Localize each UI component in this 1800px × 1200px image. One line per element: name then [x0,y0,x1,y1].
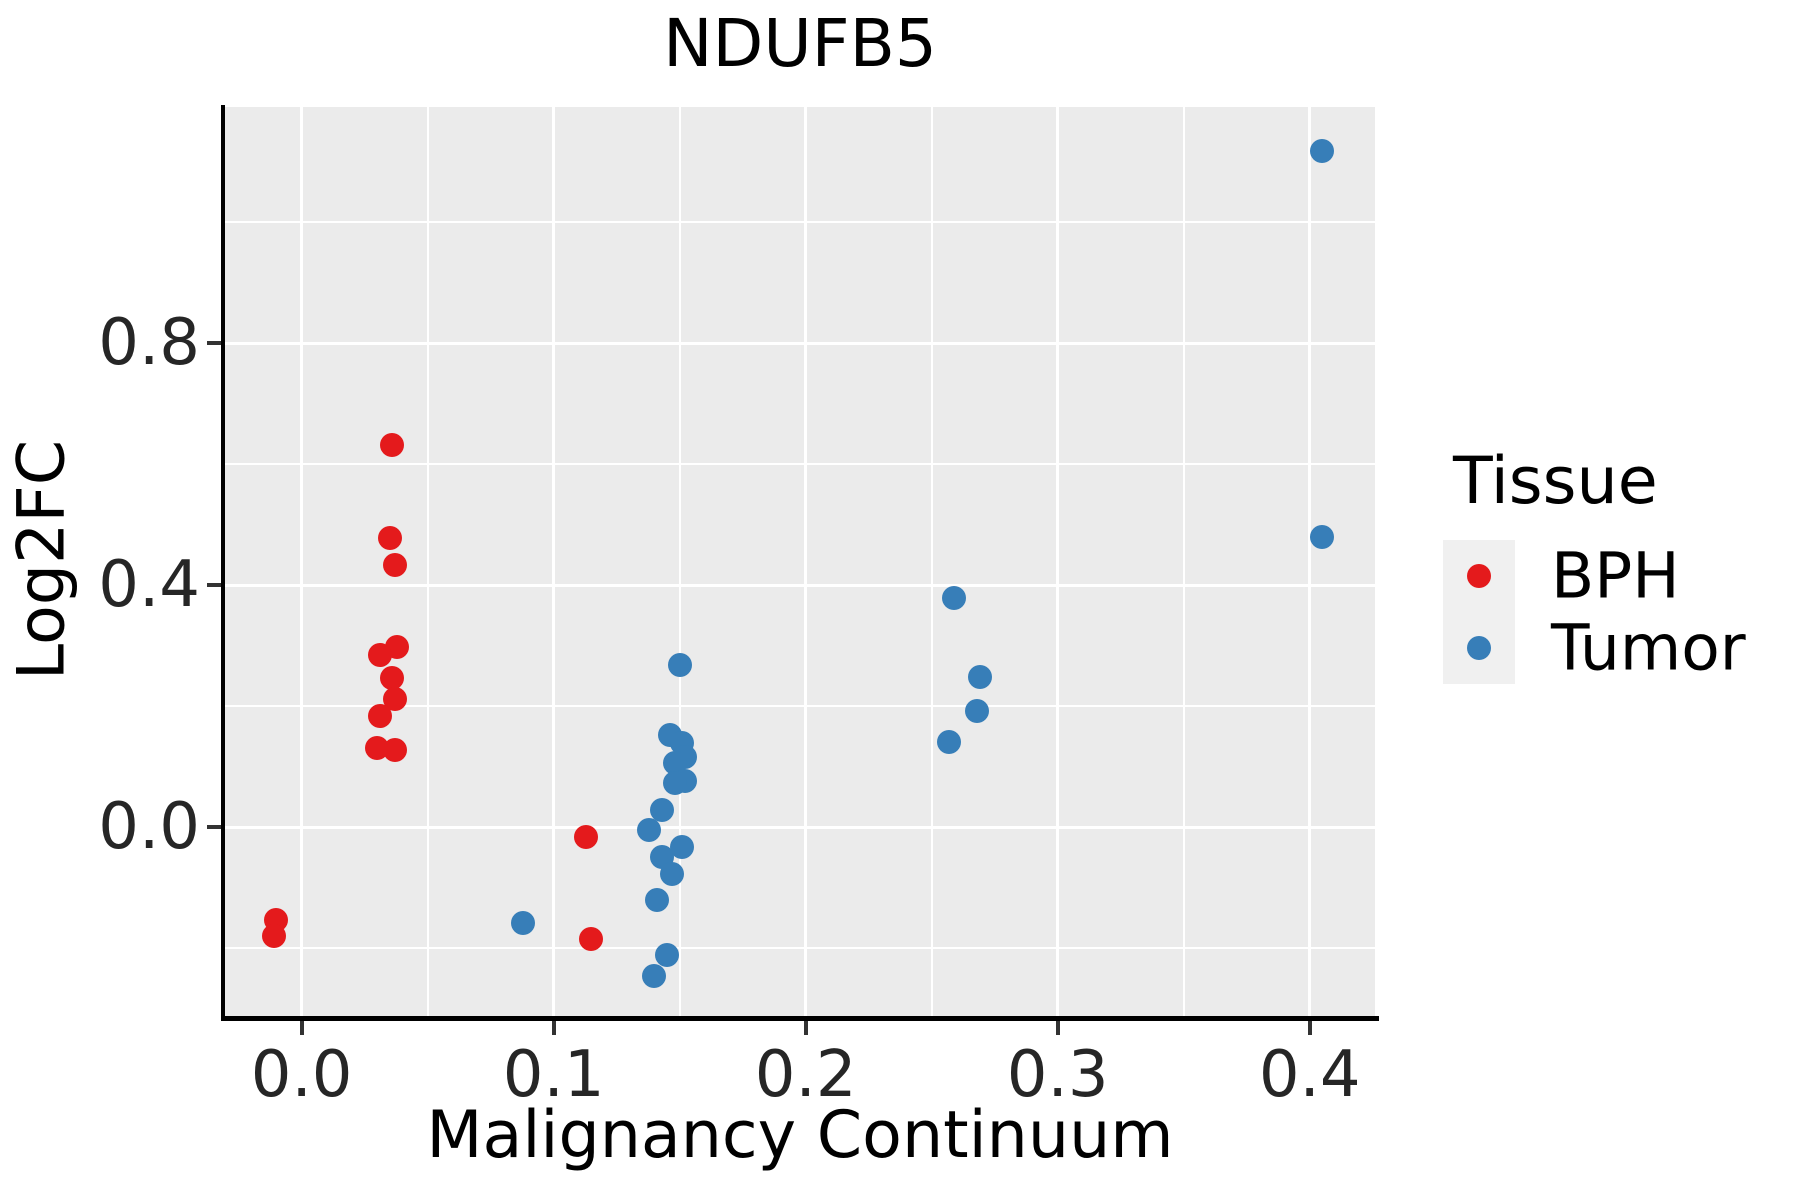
x-minor-gridline [1182,107,1185,1016]
x-major-gridline [300,107,304,1016]
data-point-tumor [1310,139,1335,164]
y-tick-mark [207,583,221,587]
x-tick-mark [1307,1021,1312,1035]
x-tick-label: 0.4 [1258,1038,1361,1112]
y-minor-gridline [225,946,1375,949]
data-point-tumor [670,834,695,859]
x-major-gridline [804,107,808,1016]
data-point-bph [382,738,407,763]
data-point-bph [367,643,392,668]
data-point-tumor [660,861,685,886]
x-tick-mark [803,1021,808,1035]
x-tick-mark [1055,1021,1060,1035]
y-tick-label: 0.0 [98,790,200,864]
x-major-gridline [1308,107,1312,1016]
x-major-gridline [1056,107,1060,1016]
data-point-tumor [511,910,536,935]
chart-title: NDUFB5 [663,5,937,82]
x-minor-gridline [930,107,933,1016]
data-point-bph [261,923,286,948]
x-minor-gridline [426,107,429,1016]
y-tick-mark [207,341,221,345]
legend-label-tumor: Tumor [1551,611,1746,685]
legend-label-bph: BPH [1551,539,1680,613]
y-axis-label: Log2FC [4,439,80,681]
x-minor-gridline [678,107,681,1016]
y-major-gridline [225,825,1375,829]
x-tick-mark [551,1021,556,1035]
y-major-gridline [225,583,1375,587]
data-point-tumor [655,943,680,968]
legend-swatch-bph-icon [1467,564,1491,588]
y-minor-gridline [225,463,1375,465]
data-point-tumor [667,653,692,678]
x-tick-label: 0.2 [754,1038,857,1112]
legend-title: Tissue [1453,444,1658,519]
y-tick-label: 0.8 [98,306,200,380]
y-minor-gridline [225,221,1375,223]
x-major-gridline [552,107,556,1016]
y-major-gridline [225,341,1375,345]
x-tick-label: 0.3 [1006,1038,1109,1112]
data-point-tumor [662,771,687,796]
data-point-tumor [644,888,669,913]
data-point-tumor [942,585,967,610]
y-axis-line [221,105,225,1021]
y-minor-gridline [225,705,1375,707]
y-tick-mark [207,825,221,829]
data-point-bph [382,553,407,578]
data-point-tumor [637,818,662,843]
x-axis-label: Malignancy Continuum [426,1098,1174,1173]
data-point-bph [380,666,405,691]
data-point-tumor [937,729,962,754]
data-point-bph [574,824,599,849]
data-point-bph [377,526,402,551]
data-point-tumor [965,698,990,723]
x-axis-line [221,1016,1379,1021]
data-point-bph [367,704,392,729]
data-point-tumor [1310,525,1335,550]
x-tick-label: 0.1 [502,1038,605,1112]
x-tick-label: 0.0 [250,1038,353,1112]
data-point-tumor [967,664,992,689]
y-tick-label: 0.4 [98,548,200,622]
data-point-bph [380,433,405,458]
legend-swatch-tumor-icon [1467,636,1491,660]
data-point-bph [579,926,604,951]
plot-panel [225,107,1375,1016]
x-tick-mark [299,1021,304,1035]
data-point-tumor [642,964,667,989]
